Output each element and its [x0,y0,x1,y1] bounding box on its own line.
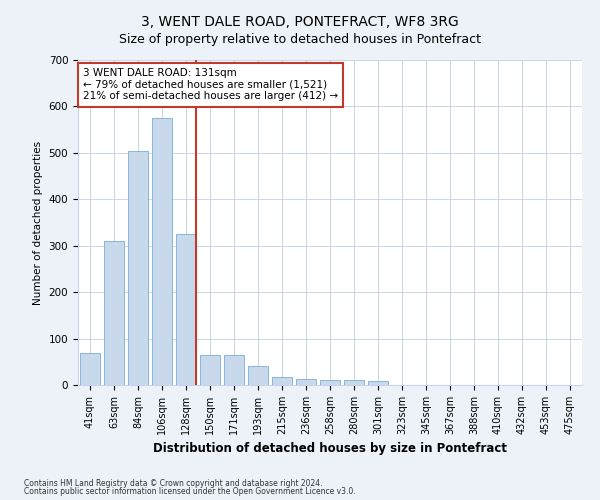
Y-axis label: Number of detached properties: Number of detached properties [33,140,43,304]
Bar [368,382,388,385]
Bar [104,241,124,385]
Text: Contains HM Land Registry data © Crown copyright and database right 2024.: Contains HM Land Registry data © Crown c… [24,478,323,488]
Bar [248,366,268,385]
Text: 3 WENT DALE ROAD: 131sqm
← 79% of detached houses are smaller (1,521)
21% of sem: 3 WENT DALE ROAD: 131sqm ← 79% of detach… [83,68,338,102]
Bar [80,352,100,385]
Text: Contains public sector information licensed under the Open Government Licence v3: Contains public sector information licen… [24,487,356,496]
Bar [224,355,244,385]
Text: 3, WENT DALE ROAD, PONTEFRACT, WF8 3RG: 3, WENT DALE ROAD, PONTEFRACT, WF8 3RG [141,15,459,29]
Bar [320,380,340,385]
Text: Size of property relative to detached houses in Pontefract: Size of property relative to detached ho… [119,32,481,46]
Bar [128,150,148,385]
Bar [344,380,364,385]
Bar [152,118,172,385]
Bar [200,355,220,385]
Bar [296,379,316,385]
Bar [176,234,196,385]
X-axis label: Distribution of detached houses by size in Pontefract: Distribution of detached houses by size … [153,442,507,456]
Bar [272,376,292,385]
